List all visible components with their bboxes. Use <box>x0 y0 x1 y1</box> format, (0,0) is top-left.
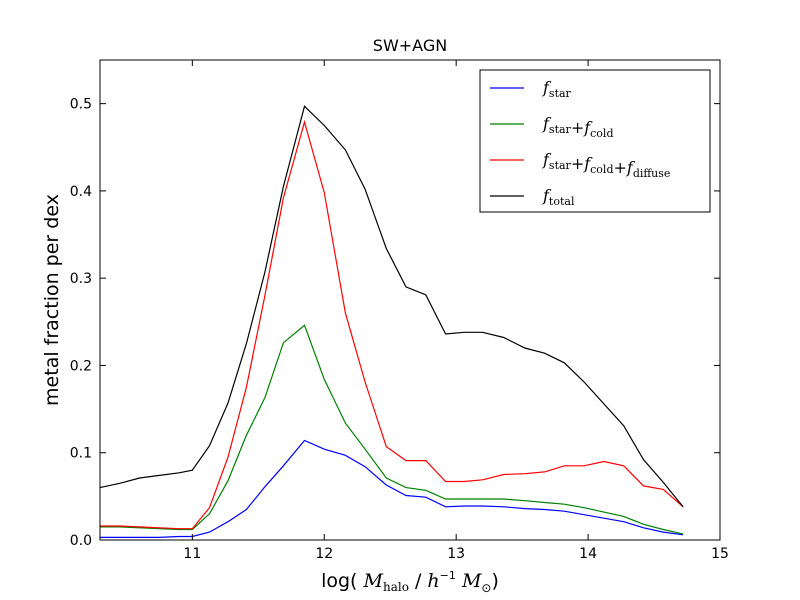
x-tick-label: 13 <box>447 546 465 562</box>
series-line-f-star-f-cold-f-diffuse <box>100 119 684 530</box>
legend-box <box>479 69 711 213</box>
plot-frame <box>99 59 721 541</box>
legend: fstar fstar+fcold fstar+fcold+fdiffuse ftot… <box>479 69 711 213</box>
y-tick-label: 0.3 <box>70 271 92 287</box>
x-axis-label: log( Mhalo / h−1 M⊙) <box>321 569 499 595</box>
y-axis-label: metal fraction per dex <box>41 194 63 406</box>
legend-label: fstar+fcold+fdiffuse <box>542 150 670 180</box>
y-tick-label: 0.2 <box>70 358 92 374</box>
series-line-f-star-f-cold <box>100 324 684 535</box>
x-tick-label: 15 <box>711 546 729 562</box>
x-tick-label: 11 <box>183 546 201 562</box>
series-line-f-total <box>99 105 684 508</box>
y-tick-label: 0.5 <box>70 97 92 113</box>
x-tick-label: 14 <box>579 546 597 562</box>
y-tick-label: 0.0 <box>70 533 92 549</box>
x-tick-label: 12 <box>315 546 333 562</box>
x-axis-ticks: 11 12 13 14 15 <box>183 60 729 562</box>
chart-title: SW+AGN <box>373 36 447 55</box>
legend-label: fstar <box>542 78 572 100</box>
y-axis-ticks: 0.0 0.1 0.2 0.3 0.4 0.5 <box>70 97 720 549</box>
y-tick-label: 0.1 <box>70 446 92 462</box>
legend-label: fstar+fcold <box>542 114 613 140</box>
legend-label: ftotal <box>542 186 575 208</box>
y-tick-label: 0.4 <box>70 184 92 200</box>
